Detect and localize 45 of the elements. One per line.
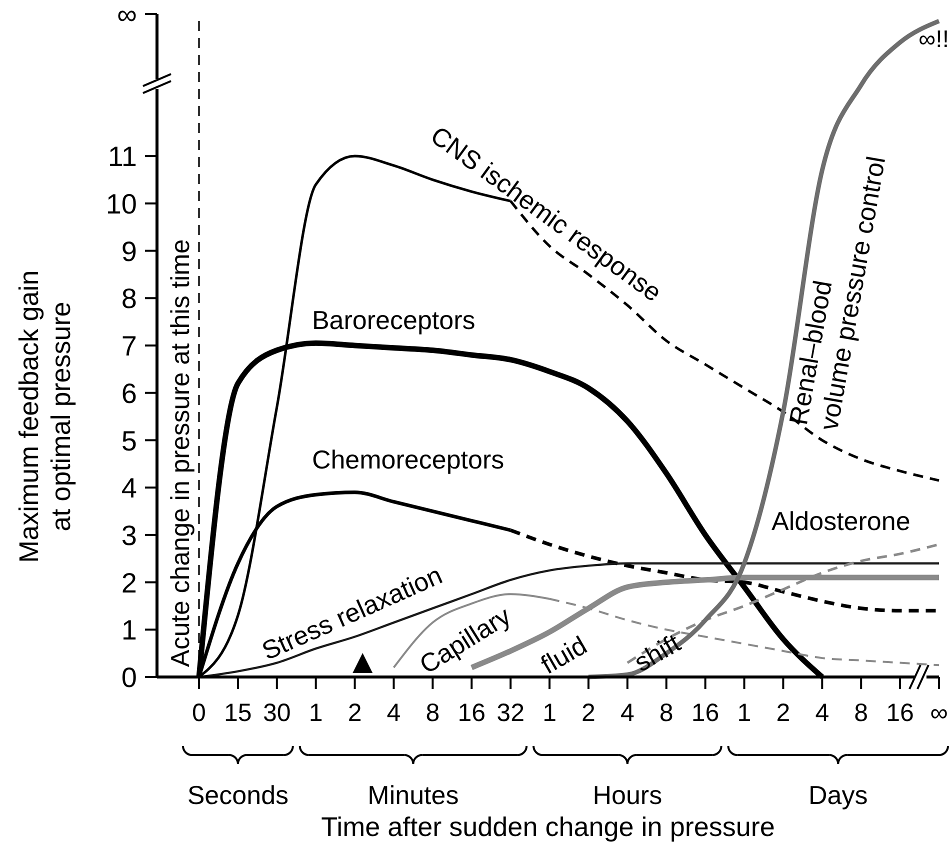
series-label: Aldosterone [772,506,910,536]
x-tick-label: 1 [542,699,556,727]
y-tick-label: 2 [121,567,137,598]
text: Seconds [187,780,289,810]
x-tick-label: 16 [458,699,486,727]
x-tick-label: 2 [348,699,362,727]
y-tick-label: 8 [121,283,137,314]
text: Renal–blood volume pressure control [782,154,892,432]
x-tick-label: 4 [386,699,401,727]
x-tick-label: 4 [815,699,830,727]
y-tick-label: 4 [121,472,137,504]
y-tick-label: 11 [108,141,137,172]
y-tick-label: 7 [121,330,137,362]
x-tick-label: 15 [224,699,252,727]
y-tick-label: 0 [121,662,137,694]
x-tick-label: 4 [620,699,634,727]
y-tick-label: 3 [121,520,137,552]
x-tick-label: 0 [192,699,206,727]
annotation: ∞!! [918,26,949,54]
x-tick-label: 8 [659,699,674,727]
series-label: Chemoreceptors [312,444,504,475]
y-tick-label: 1 [121,614,137,646]
x-tick-label: 16 [886,699,914,727]
text: Days [808,780,868,810]
x-tick-label: 2 [776,699,790,727]
y-tick-label: 10 [106,188,137,220]
y-axis-title: Maximum feedback gain at optimal pressure [14,270,76,563]
series-label: Baroreceptors [312,304,476,335]
x-tick-label: ∞ [930,699,948,727]
y-tick-label: 5 [121,425,137,456]
text: Minutes [368,780,459,810]
x-axis-title: Time after sudden change in pressure [321,812,775,842]
x-tick-label: 32 [496,699,524,727]
x-tick-label: 2 [582,699,596,727]
y-tick-label: 9 [121,236,137,267]
ref-line-label: Acute change in pressure at this time [165,239,195,667]
y-tick-label: 6 [121,378,137,409]
x-tick-label: 16 [691,699,720,727]
x-tick-label: 1 [308,699,323,727]
x-tick-label: 30 [262,699,291,727]
text: Hours [592,780,662,810]
y-tick-label: ∞ [117,0,137,30]
x-tick-label: 8 [426,699,440,727]
x-tick-label: 1 [737,699,752,727]
x-tick-label: 8 [854,699,868,727]
